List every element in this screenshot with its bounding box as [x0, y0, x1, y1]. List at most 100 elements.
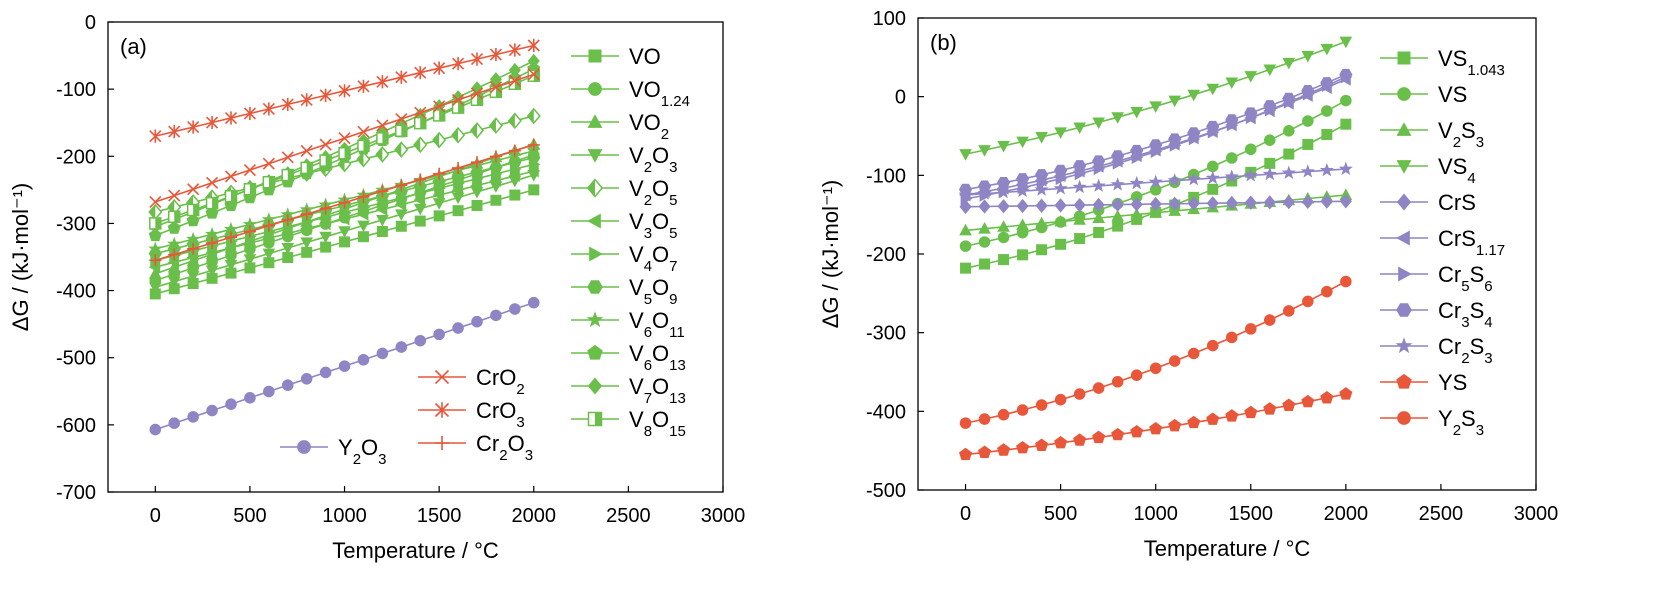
legend-chem-part: O: [652, 407, 669, 432]
legend-chem-part: S: [1470, 334, 1485, 359]
data-point: [471, 199, 483, 211]
data-point: [977, 186, 992, 200]
data-point: [452, 161, 465, 175]
series-vo: [149, 184, 540, 300]
data-point: [376, 225, 388, 237]
legend-subscript: 13: [669, 357, 686, 374]
legend-subscript: 5: [669, 225, 677, 242]
data-point: [470, 81, 484, 96]
data-point: [1263, 100, 1277, 112]
data-point: [186, 231, 201, 246]
series-cr2o3: [149, 138, 540, 267]
legend-label: V3O5: [629, 209, 678, 242]
data-point: [1168, 133, 1182, 145]
x-tick-label: 2000: [512, 505, 557, 527]
legend-subscript: 6: [644, 357, 652, 374]
data-point: [451, 126, 466, 144]
legend-subscript: 6: [1484, 278, 1492, 295]
data-point: [488, 117, 503, 134]
series-v8o15: [149, 69, 541, 230]
data-point: [167, 255, 180, 269]
data-point: [490, 309, 502, 322]
data-point: [1338, 161, 1353, 176]
legend-subscript: 3: [669, 159, 677, 176]
data-point: [1072, 179, 1087, 194]
legend-chem-part: VO: [629, 44, 661, 69]
y-tick-label: -500: [56, 348, 96, 370]
data-point: [978, 445, 992, 458]
data-point: [262, 102, 275, 116]
data-point: [452, 57, 465, 71]
y-axis-title: ΔG / (kJ·mol⁻¹): [818, 180, 843, 329]
data-point: [1321, 105, 1333, 117]
legend-chem-part: CrO: [476, 398, 516, 423]
data-point: [1073, 433, 1087, 446]
x-axis-title: Temperature / °C: [1144, 536, 1311, 561]
data-point: [1339, 68, 1353, 81]
legend-label: V2O3: [629, 143, 678, 176]
data-point: [413, 116, 427, 130]
data-point: [1130, 369, 1143, 381]
legend-label: V5O9: [629, 275, 678, 308]
legend-subscript: 2: [499, 447, 507, 464]
data-point: [1035, 216, 1048, 229]
data-point: [1243, 168, 1258, 182]
data-point: [1244, 71, 1258, 83]
legend-item: Cr5S6: [1380, 262, 1493, 295]
legend-chem-part: O: [652, 242, 669, 267]
legend-subscript: 3: [525, 447, 533, 464]
data-point: [300, 373, 313, 385]
data-point: [433, 210, 445, 222]
data-point: [357, 190, 370, 203]
legend-marker: [587, 344, 603, 360]
legend-item: Cr3S4: [1380, 298, 1493, 331]
legend-item: VS1.043: [1380, 46, 1505, 79]
legend-chem-part: O: [652, 341, 669, 366]
data-point: [205, 226, 220, 241]
legend-subscript: 2: [644, 192, 652, 209]
data-point: [978, 199, 991, 214]
legend-marker: [1396, 193, 1412, 211]
data-point: [1112, 220, 1124, 232]
data-point: [997, 231, 1010, 244]
data-point: [489, 81, 502, 94]
legend-label: CrO2: [476, 365, 525, 398]
data-point: [1149, 362, 1162, 375]
data-point: [395, 124, 408, 138]
legend-item: V8O15: [571, 407, 686, 440]
legend-item: Cr2S3: [1380, 334, 1493, 367]
legend-item: V2O5: [571, 176, 678, 209]
legend-chem-part: VO: [629, 110, 661, 135]
data-point: [319, 231, 332, 244]
data-point: [978, 145, 991, 157]
data-point: [528, 184, 540, 196]
data-point: [357, 139, 370, 153]
data-point: [167, 210, 181, 223]
legend-chem-part: O: [508, 431, 525, 456]
legend-subscript: 9: [669, 291, 677, 308]
data-point: [262, 219, 275, 232]
data-point: [433, 167, 446, 180]
data-point: [320, 241, 332, 253]
data-point: [1206, 412, 1220, 425]
data-point: [1110, 177, 1125, 191]
legend-item: CrO2: [418, 365, 525, 398]
legend-subscript: 3: [378, 451, 386, 468]
legend-marker: [1398, 266, 1412, 282]
data-point: [1206, 339, 1219, 352]
data-point: [527, 138, 540, 151]
data-point: [1054, 164, 1068, 177]
data-point: [508, 144, 521, 157]
data-point: [508, 63, 521, 78]
data-point: [319, 217, 331, 231]
x-tick-label: 2000: [1324, 503, 1369, 525]
legend-subscript: 5: [644, 291, 652, 308]
data-point: [206, 115, 219, 130]
data-point: [225, 398, 237, 410]
data-point: [1264, 157, 1276, 169]
data-point: [224, 231, 238, 244]
x-axis-title: Temperature / °C: [332, 538, 499, 563]
data-point: [1092, 197, 1105, 213]
data-point: [149, 217, 162, 230]
legend-item: VO: [571, 44, 661, 69]
